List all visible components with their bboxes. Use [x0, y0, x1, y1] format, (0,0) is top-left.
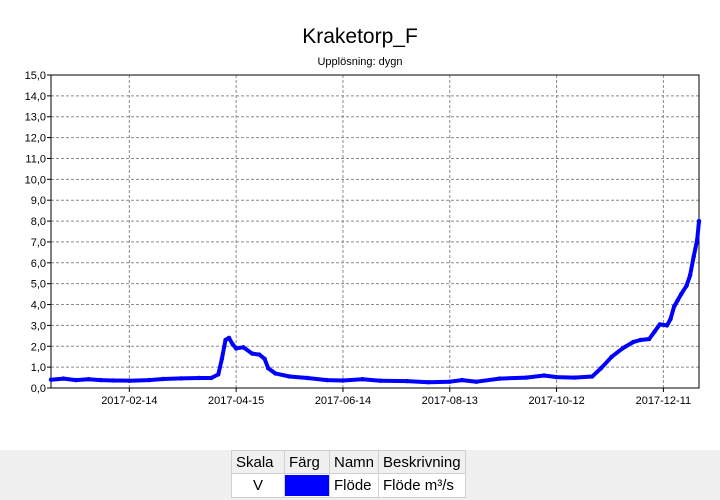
data-point [257, 352, 262, 357]
y-tick-label: 13,0 [25, 112, 46, 124]
data-point [262, 356, 267, 361]
data-point [161, 376, 166, 382]
data-point [209, 375, 214, 381]
data-point [111, 378, 116, 383]
data-point [196, 375, 201, 381]
x-tick-label: 2017-04-15 [208, 395, 264, 407]
data-point [609, 354, 614, 359]
chart-title: Kraketorp_F [302, 25, 418, 48]
y-tick-label: 1,0 [31, 362, 46, 374]
data-point [241, 345, 246, 350]
legend-series-description[interactable]: Flöde m³/s [378, 473, 466, 498]
data-point [684, 283, 689, 288]
data-point [691, 254, 696, 259]
x-tick-label: 2017-10-12 [528, 395, 584, 407]
data-point [657, 322, 662, 327]
data-point [250, 351, 255, 356]
y-tick-label: 5,0 [31, 279, 46, 291]
legend-row[interactable]: V Flöde Flöde m³/s [231, 473, 466, 498]
series-flode [48, 218, 702, 385]
data-point [226, 335, 232, 341]
data-point [127, 378, 132, 383]
data-point [223, 337, 228, 343]
data-point [48, 377, 54, 382]
legend-header-description[interactable]: Beskrivning [378, 450, 466, 474]
data-point [219, 356, 225, 361]
data-point [679, 291, 684, 297]
legend-header-name[interactable]: Namn [328, 450, 380, 474]
data-point [305, 375, 310, 381]
data-point [638, 337, 643, 343]
data-point [86, 377, 91, 382]
y-tick-label: 11,0 [25, 153, 46, 165]
data-point [652, 329, 657, 334]
data-point [541, 373, 547, 378]
y-tick-label: 15,0 [25, 70, 46, 82]
y-tick-label: 9,0 [31, 195, 46, 207]
legend-color-swatch [285, 475, 329, 496]
legend-series-name[interactable]: Flöde [328, 473, 380, 498]
y-tick-label: 2,0 [31, 341, 46, 353]
y-tick-label: 8,0 [31, 216, 46, 228]
chart: Kraketorp_F Upplösning: dygn 0,0 1,0 2,0 3,… [0, 0, 720, 450]
data-point [146, 377, 152, 383]
data-point [233, 346, 239, 351]
legend-color-cell[interactable] [284, 473, 330, 498]
data-point [460, 377, 465, 383]
data-point [266, 366, 271, 371]
data-point [73, 377, 79, 383]
data-point [675, 298, 680, 303]
y-tick-label: 3,0 [31, 320, 46, 332]
data-point [668, 316, 673, 322]
data-point [340, 378, 346, 383]
data-point [695, 237, 700, 242]
axis-ticks: 0,0 1,0 2,0 3,0 4,0 5,0 6,0 7,0 8,0 9,0 10,0 11,0 12… [25, 70, 692, 407]
data-point [554, 374, 559, 380]
data-point [620, 346, 625, 351]
x-tick-label: 2017-06-14 [315, 395, 371, 407]
data-point [378, 378, 383, 383]
x-tick-label: 2017-12-11 [636, 395, 691, 407]
data-point [671, 304, 677, 309]
data-point [287, 374, 292, 379]
y-tick-label: 14,0 [25, 91, 46, 103]
data-point [598, 366, 604, 371]
y-tick-label: 0,0 [31, 383, 46, 395]
data-point [497, 376, 502, 381]
y-tick-label: 4,0 [31, 300, 46, 312]
data-point [696, 218, 702, 224]
data-point [324, 377, 330, 383]
y-tick-label: 7,0 [31, 237, 46, 249]
data-point [216, 372, 221, 377]
x-tick-label: 2017-08-13 [422, 395, 478, 407]
data-point [630, 339, 636, 345]
y-tick-label: 6,0 [31, 258, 46, 270]
x-tick-label: 2017-02-14 [101, 395, 157, 407]
data-point [98, 377, 104, 383]
data-point [273, 371, 278, 376]
data-point [590, 374, 595, 379]
data-point [687, 273, 693, 278]
data-point [178, 376, 184, 381]
grid [51, 75, 699, 388]
y-tick-label: 10,0 [25, 174, 46, 186]
chart-subtitle: Upplösning: dygn [317, 56, 402, 68]
data-point [474, 379, 479, 384]
data-point [572, 375, 577, 380]
data-point [664, 323, 670, 328]
data-point [524, 375, 529, 380]
legend-header-scale[interactable]: Skala [231, 450, 285, 474]
data-point [404, 378, 410, 384]
legend-header-color[interactable]: Färg [284, 450, 330, 474]
data-point [447, 379, 452, 384]
legend-scale[interactable]: V [231, 473, 285, 498]
data-point [61, 376, 66, 381]
data-point [426, 380, 431, 385]
y-tick-label: 12,0 [25, 133, 46, 145]
legend-table: Skala Färg Namn Beskrivning V Flöde Flöd… [231, 450, 466, 498]
data-point [230, 342, 235, 347]
data-point [647, 336, 652, 342]
data-point [360, 377, 365, 382]
legend-header-row: Skala Färg Namn Beskrivning [231, 450, 466, 474]
